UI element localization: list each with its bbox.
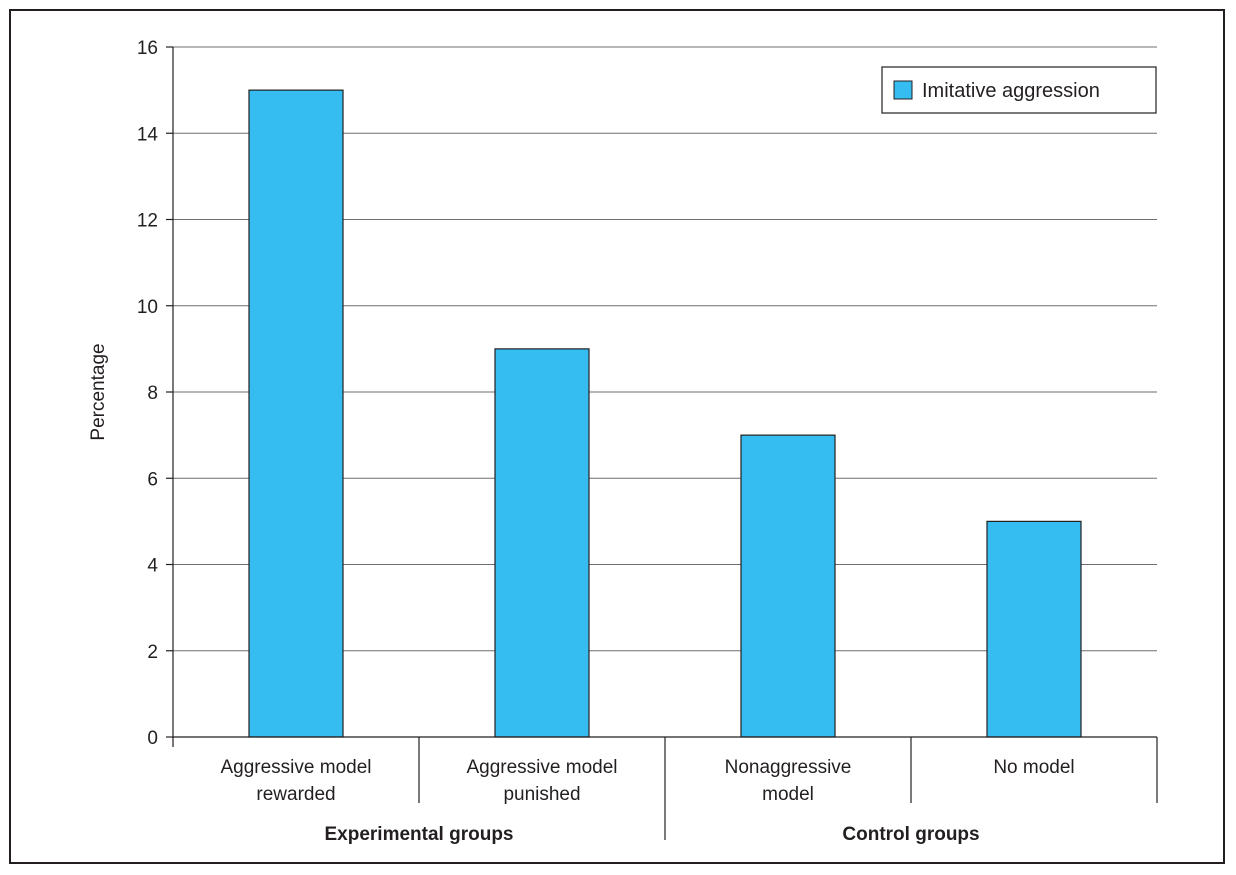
legend-label: Imitative aggression	[922, 80, 1100, 102]
legend: Imitative aggression	[881, 66, 1157, 114]
x-category-label-3-line-2: model	[762, 784, 814, 805]
x-group-label-2: Control groups	[842, 824, 979, 845]
y-tick-label-4: 4	[147, 556, 158, 577]
y-tick-label-12: 12	[137, 211, 158, 232]
x-category-labels: Aggressive model rewarded Aggressive model…	[220, 757, 1074, 805]
x-category-label-2-line-1: Aggressive model	[466, 757, 617, 778]
x-category-label-4-line-1: No model	[993, 757, 1074, 778]
y-axis-label: Percentage	[88, 343, 109, 440]
bar-1	[248, 89, 344, 738]
y-tick-label-2: 2	[147, 642, 158, 663]
x-category-label-1-line-2: rewarded	[256, 784, 335, 805]
x-category-label-2-line-2: punished	[503, 784, 580, 805]
y-tick-label-8: 8	[147, 383, 158, 404]
bar-3	[740, 434, 836, 738]
y-tick-label-10: 10	[137, 297, 158, 318]
x-category-label-1-line-1: Aggressive model	[220, 757, 371, 778]
x-group-labels: Experimental groups Control groups	[325, 824, 980, 845]
legend-swatch	[893, 80, 913, 100]
x-category-label-3-line-1: Nonaggressive	[725, 757, 852, 778]
bars	[248, 89, 1082, 738]
bar-2	[494, 348, 590, 738]
y-tick-label-6: 6	[147, 469, 158, 490]
y-tick-label-0: 0	[147, 728, 158, 749]
y-tick-label-16: 16	[137, 38, 158, 59]
legend-box	[881, 66, 1157, 114]
axes	[166, 46, 1158, 840]
y-tick-label-14: 14	[137, 124, 159, 145]
y-tick-labels: 0 2 4 6 8 10 12 14 16	[137, 38, 159, 749]
bar-4	[986, 520, 1082, 738]
x-group-label-1: Experimental groups	[325, 824, 514, 845]
